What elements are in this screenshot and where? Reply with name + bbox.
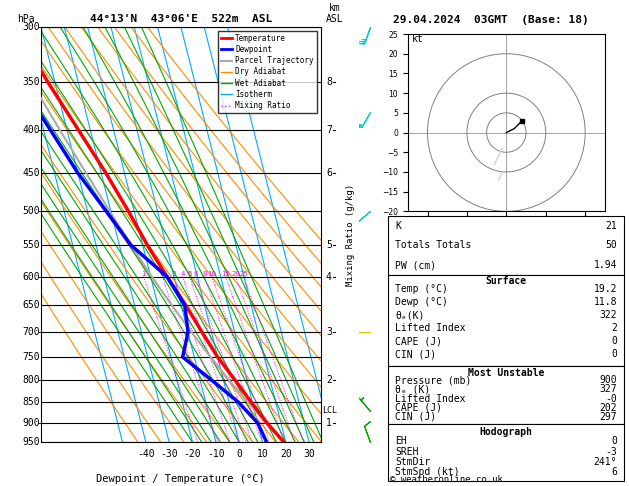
Text: 8: 8	[203, 271, 207, 277]
Text: 44°13'N  43°06'E  522m  ASL: 44°13'N 43°06'E 522m ASL	[90, 14, 272, 24]
Text: Lifted Index: Lifted Index	[395, 323, 465, 333]
Text: CIN (J): CIN (J)	[395, 349, 437, 359]
Text: 202: 202	[599, 402, 617, 413]
Text: 2: 2	[160, 271, 165, 277]
Text: 4: 4	[326, 272, 332, 281]
Text: 29.04.2024  03GMT  (Base: 18): 29.04.2024 03GMT (Base: 18)	[393, 15, 589, 25]
Text: 400: 400	[22, 125, 40, 136]
Text: 550: 550	[22, 240, 40, 250]
FancyBboxPatch shape	[388, 216, 624, 275]
Text: 19.2: 19.2	[593, 284, 617, 294]
Text: 950: 950	[22, 437, 40, 447]
Text: 2: 2	[611, 323, 617, 333]
Text: Lifted Index: Lifted Index	[395, 394, 465, 403]
Text: Mixing Ratio (g/kg): Mixing Ratio (g/kg)	[346, 183, 355, 286]
Text: 3: 3	[172, 271, 176, 277]
Text: 2: 2	[326, 375, 332, 385]
FancyBboxPatch shape	[388, 275, 624, 366]
Text: 20: 20	[231, 271, 240, 277]
Text: 30: 30	[303, 449, 315, 459]
Text: Dewpoint / Temperature (°C): Dewpoint / Temperature (°C)	[96, 474, 265, 484]
Text: 350: 350	[22, 77, 40, 87]
Text: 8: 8	[326, 77, 332, 87]
Text: 500: 500	[22, 206, 40, 216]
Text: © weatheronline.co.uk: © weatheronline.co.uk	[390, 474, 503, 484]
FancyBboxPatch shape	[388, 366, 624, 424]
Text: PW (cm): PW (cm)	[395, 260, 437, 270]
Text: -20: -20	[184, 449, 201, 459]
Text: 6: 6	[611, 467, 617, 477]
Text: hPa: hPa	[17, 14, 35, 24]
Text: 0: 0	[237, 449, 242, 459]
Text: 327: 327	[599, 384, 617, 395]
Text: 5: 5	[326, 240, 332, 250]
Text: 800: 800	[22, 375, 40, 385]
Text: -0: -0	[605, 394, 617, 403]
Text: θₑ(K): θₑ(K)	[395, 310, 425, 320]
Text: -40: -40	[137, 449, 155, 459]
Text: 900: 900	[599, 376, 617, 385]
Text: Dewp (°C): Dewp (°C)	[395, 297, 448, 307]
Text: 322: 322	[599, 310, 617, 320]
Text: -3: -3	[605, 447, 617, 457]
Text: 25: 25	[239, 271, 248, 277]
Text: -30: -30	[160, 449, 178, 459]
Text: 11.8: 11.8	[593, 297, 617, 307]
Text: SREH: SREH	[395, 447, 419, 457]
Text: km
ASL: km ASL	[326, 3, 344, 24]
Text: Most Unstable: Most Unstable	[468, 367, 544, 378]
FancyBboxPatch shape	[388, 424, 624, 481]
Text: Totals Totals: Totals Totals	[395, 241, 472, 250]
Text: 6: 6	[326, 168, 332, 178]
Text: 5: 5	[187, 271, 192, 277]
Text: 650: 650	[22, 300, 40, 311]
Text: 300: 300	[22, 22, 40, 32]
Text: 450: 450	[22, 168, 40, 178]
Text: 750: 750	[22, 352, 40, 362]
Text: 15: 15	[221, 271, 230, 277]
Text: 10: 10	[208, 271, 216, 277]
Text: 600: 600	[22, 272, 40, 281]
Text: 21: 21	[605, 221, 617, 230]
Text: 1: 1	[326, 418, 332, 428]
Text: Pressure (mb): Pressure (mb)	[395, 376, 472, 385]
Text: 900: 900	[22, 418, 40, 428]
Text: 297: 297	[599, 412, 617, 421]
Text: 0: 0	[611, 436, 617, 447]
Text: K: K	[395, 221, 401, 230]
Text: 0: 0	[611, 336, 617, 346]
Text: 3: 3	[326, 327, 332, 337]
Text: 1.94: 1.94	[593, 260, 617, 270]
Text: StmSpd (kt): StmSpd (kt)	[395, 467, 460, 477]
Text: EH: EH	[395, 436, 407, 447]
Text: θₑ (K): θₑ (K)	[395, 384, 430, 395]
Text: 50: 50	[605, 241, 617, 250]
Text: -10: -10	[207, 449, 225, 459]
Text: 700: 700	[22, 327, 40, 337]
Text: 6: 6	[193, 271, 198, 277]
Text: CAPE (J): CAPE (J)	[395, 336, 442, 346]
Text: 241°: 241°	[593, 457, 617, 467]
Text: StmDir: StmDir	[395, 457, 430, 467]
Text: 0: 0	[611, 349, 617, 359]
Text: Surface: Surface	[486, 276, 526, 286]
Text: Hodograph: Hodograph	[479, 427, 533, 437]
Text: LCL: LCL	[322, 406, 337, 415]
Text: 20: 20	[280, 449, 292, 459]
Legend: Temperature, Dewpoint, Parcel Trajectory, Dry Adiabat, Wet Adiabat, Isotherm, Mi: Temperature, Dewpoint, Parcel Trajectory…	[218, 31, 317, 113]
Text: Temp (°C): Temp (°C)	[395, 284, 448, 294]
Text: CAPE (J): CAPE (J)	[395, 402, 442, 413]
Text: 4: 4	[181, 271, 185, 277]
Text: 7: 7	[326, 125, 332, 136]
Text: 10: 10	[257, 449, 269, 459]
Text: CIN (J): CIN (J)	[395, 412, 437, 421]
Text: kt: kt	[412, 34, 423, 44]
Text: 850: 850	[22, 397, 40, 407]
Text: 1: 1	[142, 271, 146, 277]
